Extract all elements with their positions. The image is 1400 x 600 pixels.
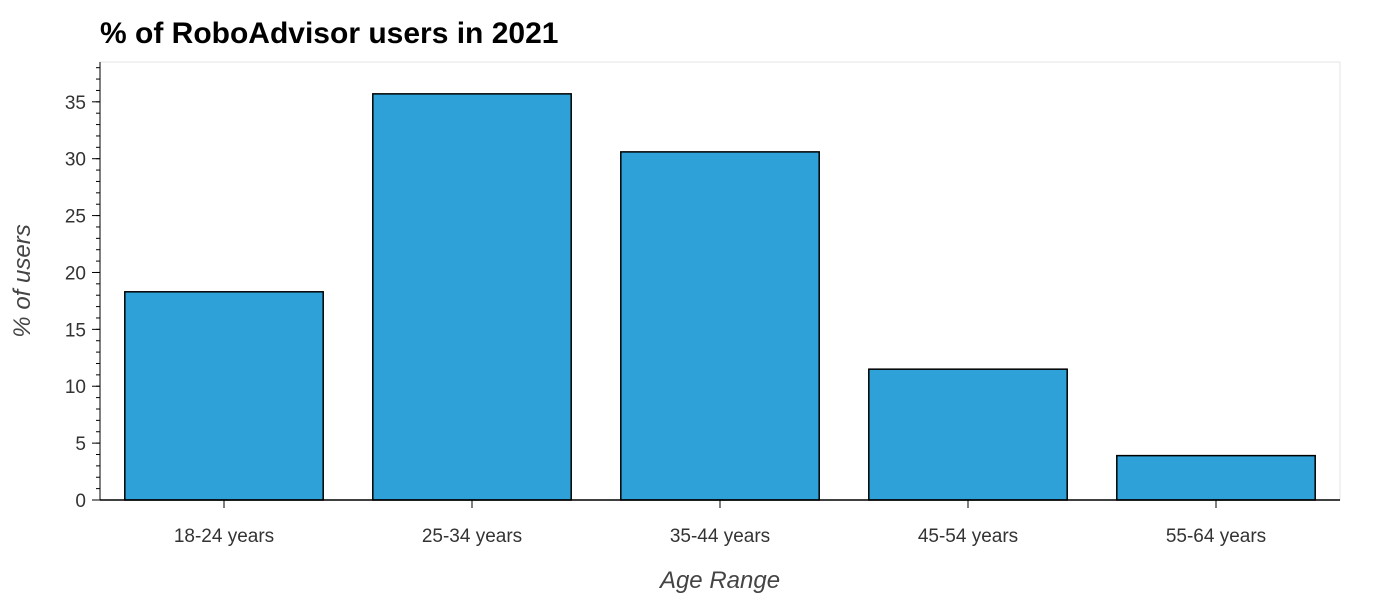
x-axis: 18-24 years 25-34 years 35-44 years 45-54 y… [100,499,1340,547]
bar-18-24-years [124,291,324,501]
y-axis-label: % of users [9,224,36,337]
y-tick-label: 0 [75,491,86,512]
x-tick-label: 35-44 years [670,526,770,547]
bar-55-64-years [1116,454,1316,501]
y-tick-label: 5 [75,434,86,455]
chart-title: % of RoboAdvisor users in 2021 [100,17,558,50]
x-tick-label: 45-54 years [918,526,1018,547]
y-tick-label: 30 [65,150,86,171]
y-tick-label: 20 [65,263,86,284]
y-tick-label: 35 [65,93,86,114]
y-axis: 0 5 10 15 20 25 30 35 [65,62,101,512]
y-tick-label: 15 [65,320,86,341]
y-tick-label: 10 [65,377,86,398]
y-tick-label: 25 [65,207,86,228]
x-tick-label: 55-64 years [1166,526,1266,547]
bar-25-34-years [372,93,572,501]
bars-group [124,93,1316,501]
x-axis-label: Age Range [658,567,780,594]
bar-45-54-years [868,368,1068,501]
x-tick-label: 25-34 years [422,526,522,547]
bar-35-44-years [620,151,820,501]
x-tick-label: 18-24 years [174,526,274,547]
